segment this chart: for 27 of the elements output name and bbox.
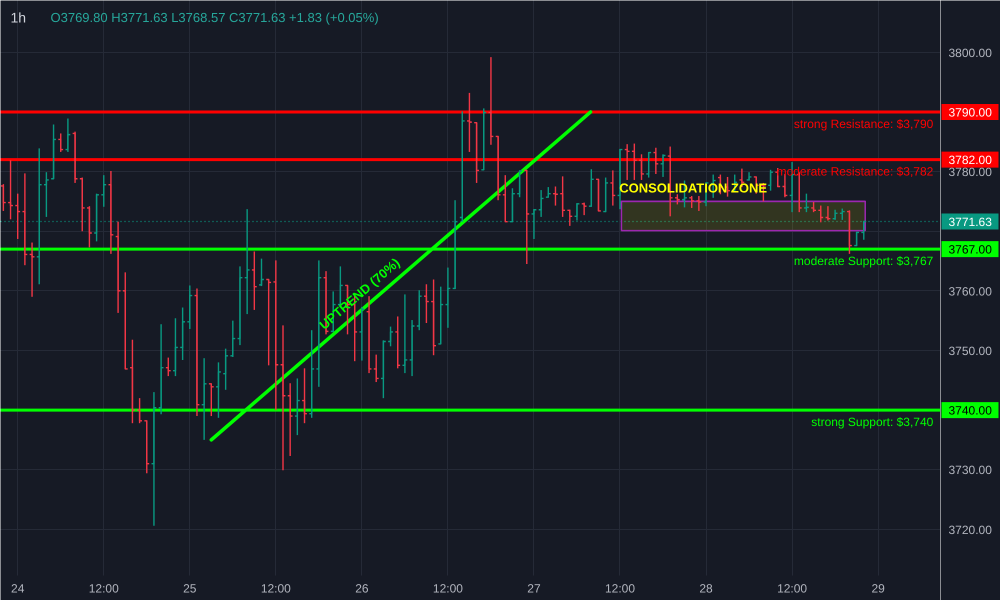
x-tick-label: 26 [355,582,369,596]
x-tick-label: 12:00 [260,582,292,596]
x-tick-label: 29 [871,582,886,596]
annotation: O3769.80 H3771.63 L3768.57 C3771.63 +1.83 (+0.05%) [50,10,379,25]
x-tick-label: 12:00 [604,582,636,596]
ref-line-label: 3790.00 [948,105,992,120]
annotation: moderate Support: $3,767 [794,254,934,268]
ref-line-label: 3740.00 [948,404,992,418]
y-tick-label: 3720.00 [948,522,992,537]
text: 1h [10,10,26,26]
y-tick-label: 3780.00 [948,165,992,180]
ref-line-label: 3771.63 [948,215,992,229]
annotation: strong Support: $3,740 [811,415,934,430]
x-tick-label: 25 [183,582,197,596]
y-tick-label: 3800.00 [948,46,992,60]
x-tick-label: 12:00 [777,582,808,596]
x-tick-label: 12:00 [432,582,464,596]
y-tick-label: 3750.00 [948,344,992,358]
ref-line-label: 3782.00 [948,153,992,168]
annotation: strong Resistance: $3,790 [794,116,934,131]
x-tick-label: 24 [11,582,25,596]
x-tick-label: 28 [699,582,714,596]
x-tick-label: 27 [527,582,541,596]
x-tick-label: 12:00 [88,582,120,596]
ref-line-label: 3767.00 [948,242,992,257]
y-tick-label: 3730.00 [948,463,992,478]
y-tick-label: 3760.00 [948,284,992,298]
